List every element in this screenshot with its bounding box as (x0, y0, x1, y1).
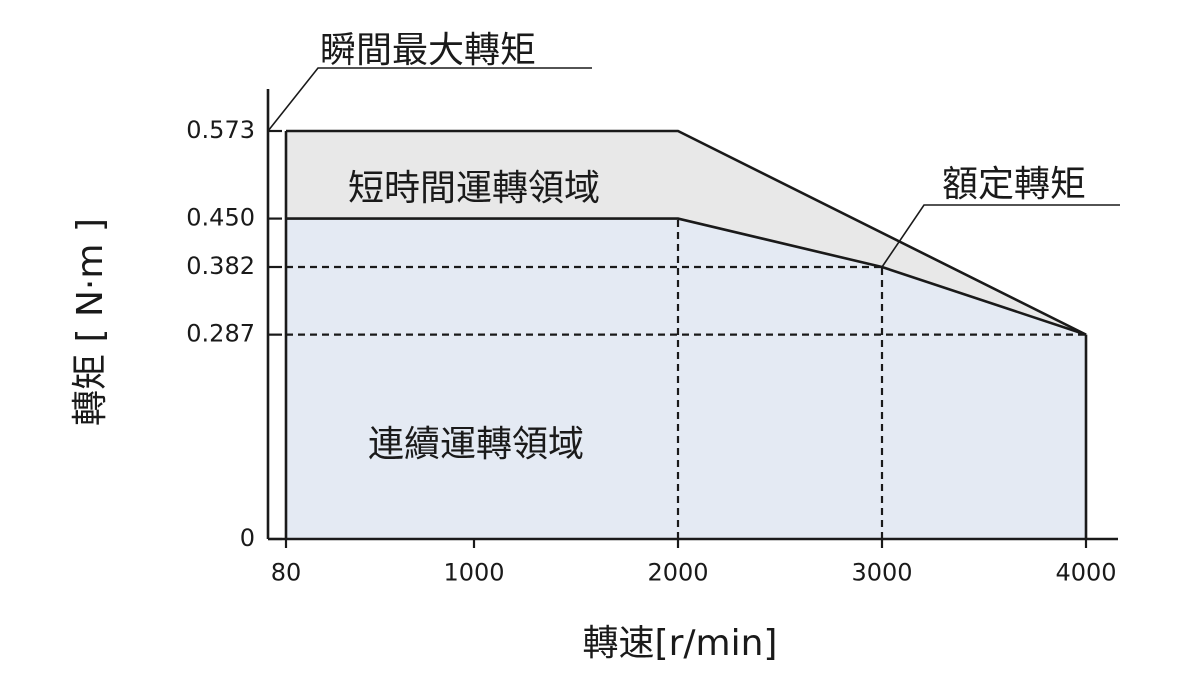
x-tick-label-4: 4000 (1055, 559, 1116, 587)
rated-torque-curve (286, 217, 1087, 336)
callout-peak-torque-label: 瞬間最大轉矩 (320, 30, 536, 71)
y-tick-label-4: 0.573 (186, 116, 255, 144)
region-label-short-time: 短時間運轉領域 (348, 168, 600, 209)
callout-rated-torque-label: 額定轉矩 (942, 164, 1086, 205)
region-label-continuous: 連續運轉領域 (368, 424, 584, 465)
x-tick-label-0: 80 (271, 559, 302, 587)
y-ticks: 0 0.287 0.382 0.450 0.573 (186, 116, 282, 552)
reference-lines (286, 218, 1086, 539)
peak-torque-curve (286, 129, 1087, 336)
x-tick-label-2: 2000 (647, 559, 708, 587)
y-tick-label-1: 0.287 (186, 320, 255, 348)
x-ticks: 80 1000 2000 3000 4000 (271, 539, 1117, 587)
x-tick-label-1: 1000 (443, 559, 504, 587)
callout-rated-torque: 額定轉矩 (881, 164, 1120, 268)
callout-peak-torque-leader (267, 67, 592, 132)
callout-rated-torque-leader (881, 204, 1120, 268)
y-tick-label-2: 0.382 (186, 252, 255, 280)
y-tick-label-0: 0 (240, 524, 255, 552)
y-axis-title: 轉矩 [ N·m ] (70, 218, 111, 426)
axes (266, 89, 1118, 541)
callout-peak-torque: 瞬間最大轉矩 (267, 30, 592, 132)
torque-curves (284, 129, 1088, 539)
continuous-region (286, 218, 1086, 539)
x-axis-title: 轉速[r/min] (583, 623, 778, 664)
x-tick-label-3: 3000 (851, 559, 912, 587)
y-tick-label-3: 0.450 (186, 204, 255, 232)
